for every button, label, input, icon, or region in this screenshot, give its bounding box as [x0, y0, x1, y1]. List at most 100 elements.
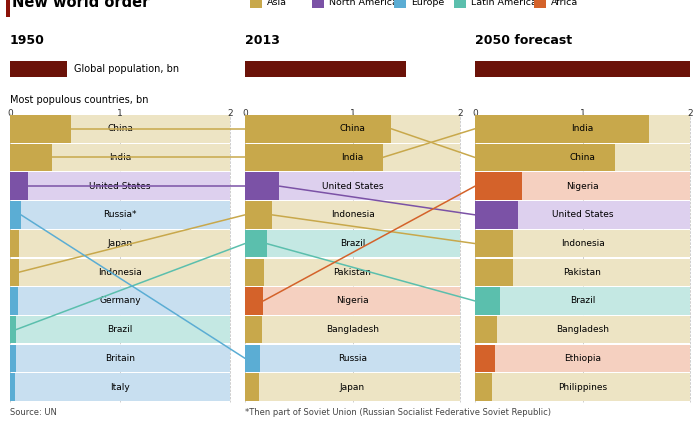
Bar: [245, 287, 460, 314]
Bar: [245, 230, 267, 257]
Bar: [245, 144, 383, 171]
Bar: [454, 0, 466, 8]
Bar: [245, 230, 460, 257]
Bar: [10, 316, 16, 343]
Text: 2050 forecast: 2050 forecast: [475, 34, 572, 47]
Text: 2.5: 2.5: [16, 64, 34, 74]
Text: China: China: [340, 124, 365, 133]
Text: Britain: Britain: [105, 354, 135, 363]
Bar: [10, 230, 230, 257]
Bar: [475, 201, 518, 229]
Bar: [475, 172, 690, 200]
Bar: [394, 0, 406, 8]
Text: Europe: Europe: [411, 0, 444, 6]
Bar: [475, 258, 690, 286]
Text: Nigeria: Nigeria: [336, 296, 369, 305]
Bar: [10, 230, 19, 257]
Bar: [10, 115, 230, 143]
Bar: [245, 373, 460, 401]
Text: Pakistan: Pakistan: [564, 268, 601, 277]
Bar: [475, 345, 690, 372]
Text: Global population, bn: Global population, bn: [74, 64, 179, 74]
Text: Japan: Japan: [340, 383, 365, 391]
Text: 1: 1: [349, 109, 356, 118]
Text: Ethiopia: Ethiopia: [564, 354, 601, 363]
Text: Source: UN: Source: UN: [10, 408, 57, 417]
Text: Indonesia: Indonesia: [330, 210, 374, 219]
Bar: [475, 230, 512, 257]
Text: 1950: 1950: [10, 34, 45, 47]
Bar: [245, 258, 265, 286]
Text: North America: North America: [329, 0, 398, 6]
Bar: [475, 115, 649, 143]
Bar: [10, 258, 19, 286]
Bar: [475, 144, 615, 171]
Bar: [10, 144, 52, 171]
Bar: [245, 172, 460, 200]
Bar: [475, 345, 496, 372]
Bar: [475, 115, 690, 143]
Bar: [10, 316, 230, 343]
Bar: [6, 0, 10, 17]
Bar: [475, 373, 690, 401]
Text: 0: 0: [472, 109, 478, 118]
Bar: [475, 172, 522, 200]
Bar: [10, 144, 230, 171]
Text: United States: United States: [552, 210, 613, 219]
Text: Indonesia: Indonesia: [98, 268, 142, 277]
Text: China: China: [107, 124, 133, 133]
Text: China: China: [570, 153, 596, 162]
Bar: [475, 61, 690, 77]
Bar: [245, 373, 259, 401]
Bar: [245, 201, 460, 229]
Bar: [245, 258, 460, 286]
Text: Latin America: Latin America: [471, 0, 537, 6]
Text: 0: 0: [7, 109, 13, 118]
Bar: [245, 115, 391, 143]
Text: 2: 2: [228, 109, 233, 118]
Text: 2013: 2013: [245, 34, 280, 47]
Bar: [10, 201, 21, 229]
Bar: [10, 287, 230, 314]
Text: Russia*: Russia*: [104, 210, 136, 219]
Text: Nigeria: Nigeria: [566, 181, 598, 191]
Text: 7.2: 7.2: [251, 64, 268, 74]
Text: 2: 2: [687, 109, 693, 118]
Bar: [245, 287, 263, 314]
Bar: [475, 201, 690, 229]
Bar: [475, 316, 690, 343]
Bar: [10, 61, 67, 77]
Text: Brazil: Brazil: [107, 325, 133, 334]
Bar: [475, 144, 690, 171]
Bar: [534, 0, 546, 8]
Text: India: India: [109, 153, 131, 162]
Text: Brazil: Brazil: [570, 296, 595, 305]
Bar: [10, 287, 18, 314]
Text: Bangladesh: Bangladesh: [556, 325, 609, 334]
Text: 9.6: 9.6: [481, 64, 498, 74]
Bar: [245, 61, 406, 77]
Text: 1: 1: [117, 109, 123, 118]
Bar: [10, 201, 230, 229]
Bar: [475, 316, 496, 343]
Text: Bangladesh: Bangladesh: [326, 325, 379, 334]
Bar: [475, 373, 492, 401]
Text: Italy: Italy: [110, 383, 130, 391]
Text: Pakistan: Pakistan: [334, 268, 372, 277]
Bar: [10, 373, 230, 401]
Text: 1: 1: [580, 109, 585, 118]
Bar: [250, 0, 262, 8]
Bar: [245, 201, 272, 229]
Bar: [245, 345, 460, 372]
Bar: [245, 172, 279, 200]
Text: United States: United States: [90, 181, 150, 191]
Text: Africa: Africa: [551, 0, 578, 6]
Bar: [10, 115, 71, 143]
Bar: [10, 345, 230, 372]
Bar: [475, 287, 500, 314]
Bar: [312, 0, 324, 8]
Bar: [475, 230, 690, 257]
Bar: [10, 258, 230, 286]
Bar: [245, 115, 460, 143]
Text: *Then part of Soviet Union (Russian Socialist Federative Soviet Republic): *Then part of Soviet Union (Russian Soci…: [245, 408, 551, 417]
